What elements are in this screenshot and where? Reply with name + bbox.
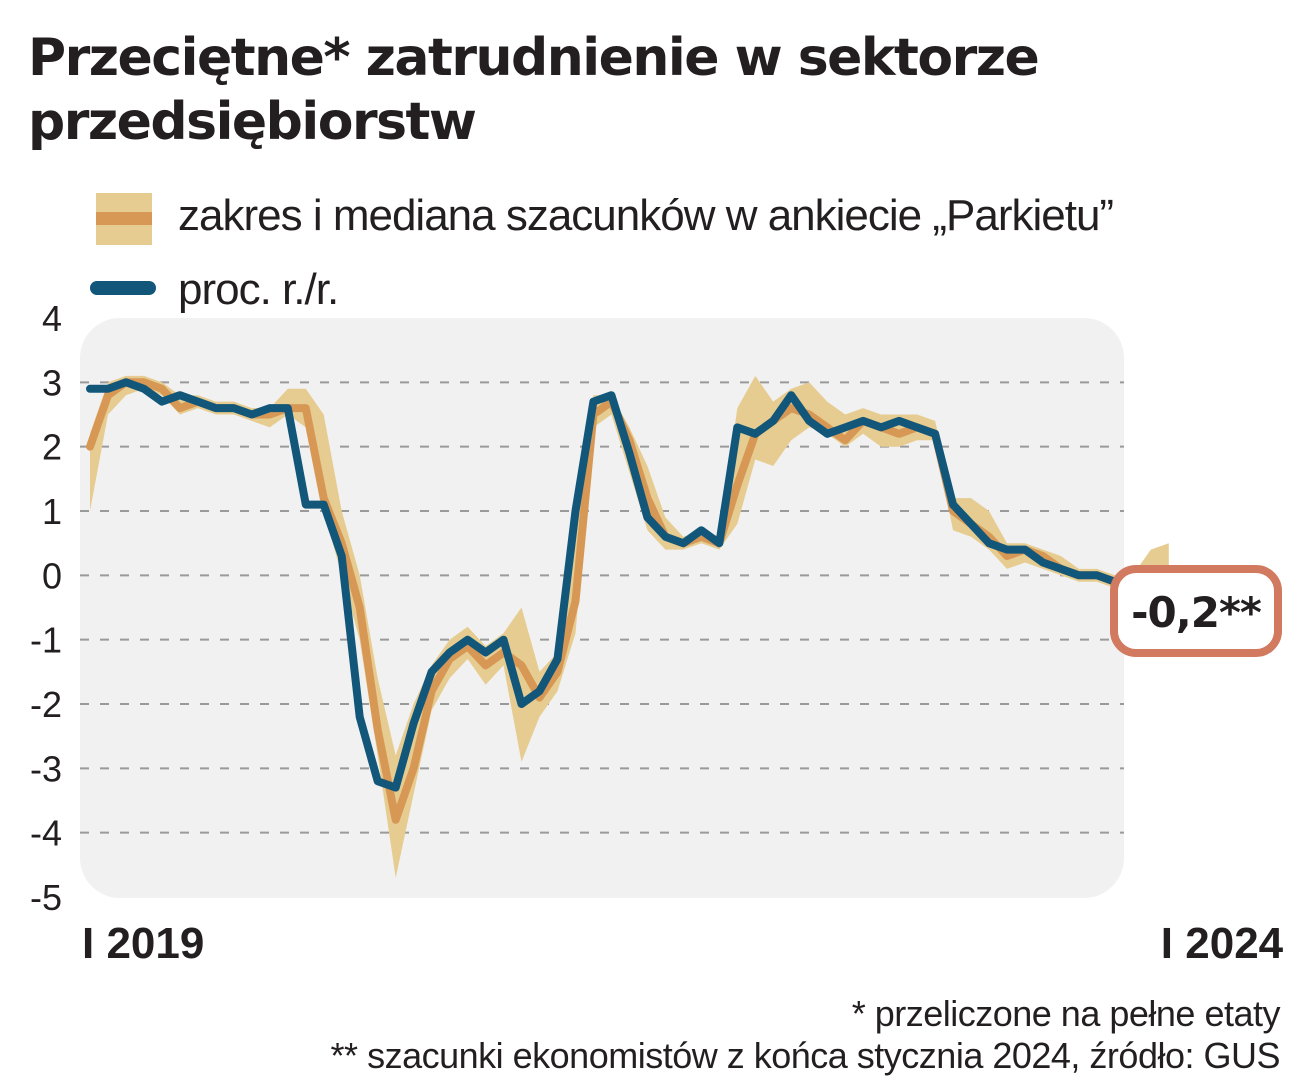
y-tick-label: 4: [42, 300, 62, 339]
legend-band-swatch: [96, 193, 152, 245]
gridlines: [80, 381, 1124, 834]
x-axis-label: I 2024: [1161, 919, 1284, 968]
line-chart: 4 3 2 1 0 -1 -2 -3 -4 -5 I 2019 I 2024 -0,2**: [30, 300, 1284, 968]
callout: -0,2**: [1110, 565, 1282, 657]
y-tick-label: -5: [30, 877, 62, 918]
employment-yoy-line: [86, 378, 1155, 792]
y-tick-label: 0: [42, 555, 62, 596]
callout-box: [1110, 565, 1282, 657]
y-tick-label: -1: [30, 620, 62, 661]
y-tick-label: 3: [42, 362, 62, 403]
x-axis-labels: I 2019 I 2024: [82, 919, 1284, 968]
plot-background: [80, 318, 1124, 898]
legend-line-swatch: [90, 281, 156, 295]
y-tick-label: 1: [42, 491, 62, 532]
y-tick-label: -2: [30, 684, 62, 725]
footnote-fulltime: * przeliczone na pełne etaty: [851, 993, 1281, 1034]
footnote-source: ** szacunki ekonomistów z końca stycznia…: [330, 1035, 1281, 1076]
chart-title: Przeciętne* zatrudnienie w sektorze prze…: [28, 28, 1040, 152]
x-axis-label: I 2019: [82, 919, 204, 968]
legend-band-label: zakres i mediana szacunków w ankiecie „P…: [178, 191, 1114, 240]
legend-line-label: proc. r./r.: [178, 265, 339, 314]
callout-value: -0,2**: [1131, 588, 1262, 637]
y-axis-ticks: 4 3 2 1 0 -1 -2 -3 -4 -5: [30, 300, 62, 918]
y-tick-label: -4: [30, 813, 62, 854]
legend-median-stripe: [96, 212, 152, 225]
y-tick-label: -3: [30, 748, 62, 789]
y-tick-label: 2: [42, 427, 62, 468]
